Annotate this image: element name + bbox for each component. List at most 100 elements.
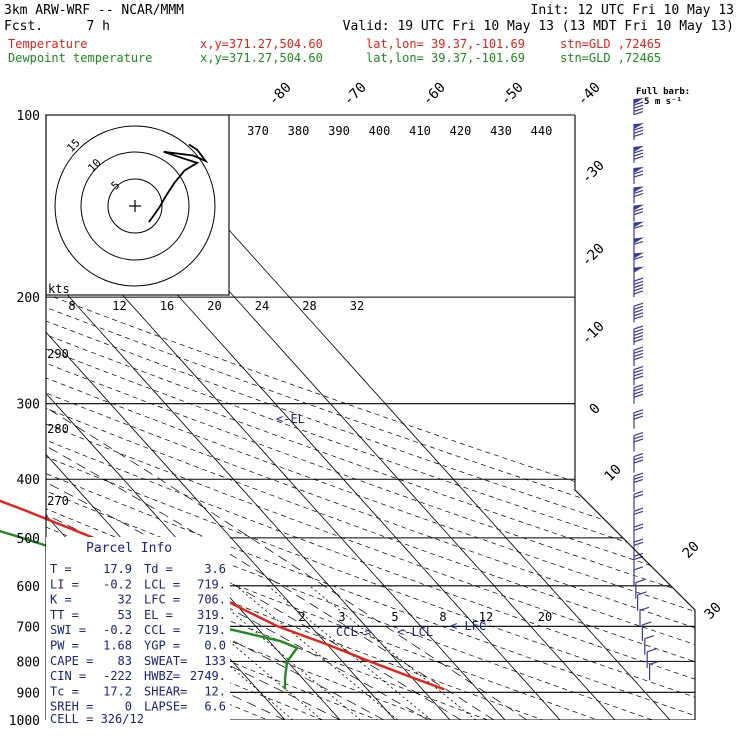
parcel-label: SWI = <box>50 623 86 637</box>
speed-scale-label: 24 <box>255 299 269 313</box>
wind-barb <box>633 566 644 586</box>
parcel-value: -222 <box>103 669 132 683</box>
wind-barb <box>633 365 644 386</box>
temp-legend-stn: stn=GLD ,72465 <box>560 37 661 51</box>
theta-label: 420 <box>450 124 472 138</box>
parcel-label: TT = <box>50 608 79 622</box>
wind-barb <box>648 660 659 681</box>
pressure-tick-label: 300 <box>17 398 40 413</box>
theta-label: 430 <box>490 124 512 138</box>
parcel-label: CCL = <box>144 623 180 637</box>
parcel-cell: CELL = 326/12 <box>50 712 144 726</box>
dry-adiabat-line <box>46 115 378 720</box>
pressure-tick-label: 1000 <box>9 714 40 729</box>
frame-right <box>574 115 696 720</box>
wind-barb <box>644 635 654 655</box>
parcel-value: 0.0 <box>204 639 226 653</box>
parcel-info-title: Parcel Info <box>86 541 172 556</box>
pressure-tick-label: 900 <box>17 686 40 701</box>
parcel-label: PW = <box>50 639 79 653</box>
theta-label: 400 <box>369 124 391 138</box>
parcel-value: 12. <box>204 684 226 698</box>
dry-adiabat-line <box>46 115 695 720</box>
wind-barb <box>633 490 644 511</box>
sounding-marker-label: <-LCL <box>397 625 433 639</box>
init-time: Init: 12 UTC Fri 10 May 13 <box>531 3 735 18</box>
parcel-value: 1.68 <box>103 639 132 653</box>
mixing-ratio-line <box>235 585 399 720</box>
dew-legend-stn: stn=GLD ,72465 <box>560 51 661 65</box>
parcel-label: K = <box>50 593 72 607</box>
wind-barb <box>633 204 644 222</box>
parcel-value: 83 <box>118 654 132 668</box>
wind-barb <box>633 221 644 239</box>
parcel-value: 2749. <box>190 669 226 683</box>
speed-scale-label: 20 <box>207 299 221 313</box>
sounding-marker-label: CCL-> <box>336 625 372 639</box>
valid-time: Valid: 19 UTC Fri 10 May 13 (13 MDT Fri … <box>343 19 734 34</box>
dry-adiabat-line <box>46 115 695 720</box>
speed-scale-label: 32 <box>350 299 364 313</box>
theta-label: 410 <box>409 124 431 138</box>
wind-barb <box>633 346 644 367</box>
parcel-label: LI = <box>50 577 79 591</box>
wind-barb <box>633 409 644 429</box>
sounding-marker-label: <-LFC <box>450 619 486 633</box>
wind-barb <box>633 98 644 116</box>
parcel-value: 32 <box>118 593 132 607</box>
hodograph-ring <box>54 125 216 287</box>
parcel-label: SWEAT= <box>144 654 187 668</box>
hodograph-ring <box>80 151 190 261</box>
wind-barb <box>633 302 644 323</box>
kts-label: kts <box>48 282 70 296</box>
theta-label: 280 <box>47 422 69 436</box>
parcel-value: -0.2 <box>103 577 132 591</box>
sounding-marker-label: <-EL <box>276 412 305 426</box>
parcel-value: 706. <box>197 593 226 607</box>
moist-adiabat-line <box>46 296 495 720</box>
mixing-ratio-label: 2 <box>298 610 305 624</box>
theta-label: 270 <box>47 494 69 508</box>
parcel-value: 3.6 <box>204 562 226 576</box>
parcel-label: LAPSE= <box>144 700 187 714</box>
isotherm-line <box>46 115 506 720</box>
wind-barbs <box>633 98 659 681</box>
parcel-label: HWBZ= <box>144 669 180 683</box>
wind-barb <box>633 538 644 559</box>
parcel-label: LFC = <box>144 593 180 607</box>
parcel-value: 0 <box>125 700 132 714</box>
barb-legend-line2: 5 m s⁻¹ <box>644 97 682 107</box>
mixing-ratio-line <box>200 585 361 720</box>
wind-barb <box>633 523 644 544</box>
fcst-value: 7 h <box>87 19 110 34</box>
pressure-tick-label: 800 <box>17 655 40 670</box>
parcel-label: Td = <box>144 562 173 576</box>
parcel-value: 17.2 <box>103 684 132 698</box>
pressure-tick-label: 500 <box>17 532 40 547</box>
parcel-label: LCL = <box>144 577 180 591</box>
wind-barb <box>633 237 644 255</box>
hodograph-ring <box>107 178 163 234</box>
wind-barb <box>636 591 647 611</box>
mixing-ratio-label: 20 <box>538 610 552 624</box>
isotherm-line <box>125 115 671 720</box>
wind-barb <box>633 507 644 528</box>
isotherm-line <box>70 115 616 720</box>
parcel-value: 719. <box>197 577 226 591</box>
parcel-value: 719. <box>197 623 226 637</box>
wind-barb <box>633 277 644 298</box>
parcel-label: Tc = <box>50 684 79 698</box>
isotherm-line <box>46 115 561 720</box>
theta-label: 290 <box>47 347 69 361</box>
theta-label: 380 <box>288 124 310 138</box>
dew-legend-latlon: lat,lon= 39.37,-101.69 <box>366 51 525 65</box>
wind-barb <box>633 431 644 452</box>
fcst-label: Fcst. <box>4 19 43 34</box>
speed-scale-label: 12 <box>112 299 126 313</box>
wind-barb <box>639 606 650 627</box>
parcel-value: 17.9 <box>103 562 132 576</box>
wind-barb <box>633 166 644 184</box>
parcel-label: EL = <box>144 608 173 622</box>
